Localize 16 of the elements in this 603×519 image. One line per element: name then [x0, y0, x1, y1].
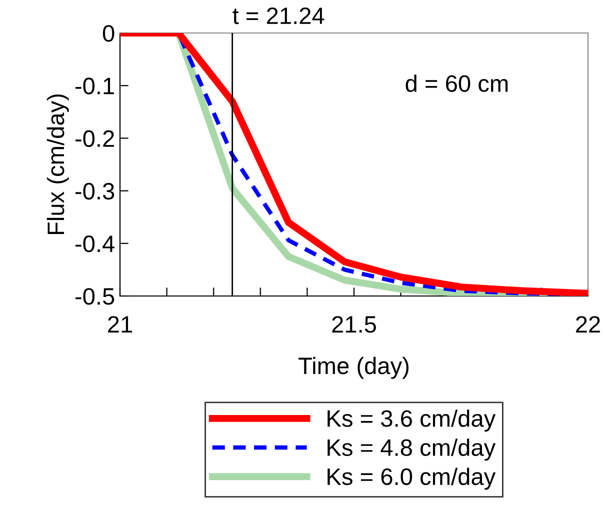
legend-label: Ks = 4.8 cm/day: [328, 438, 496, 461]
y-tick-label: -0.4: [76, 235, 114, 252]
y-tick-label: -0.3: [76, 182, 114, 200]
legend-label: Ks = 3.6 cm/day: [328, 410, 496, 432]
x-tick-label: 21: [108, 316, 132, 333]
y-axis-title: Flux (cm/day): [46, 94, 69, 234]
x-tick-label: 22: [576, 316, 600, 333]
y-tick-label: -0.1: [76, 78, 114, 94]
x-tick-label: 21.5: [332, 316, 376, 333]
y-tick-label: -0.5: [76, 288, 114, 305]
ref-line-label: t = 21.24: [232, 7, 324, 24]
y-tick-label: -0.2: [76, 130, 114, 147]
annotation: d = 60 cm: [406, 74, 508, 92]
y-tick-label: 0: [102, 25, 114, 42]
x-axis-title: Time (day): [298, 356, 409, 379]
legend-label: Ks = 6.0 cm/day: [328, 468, 496, 490]
